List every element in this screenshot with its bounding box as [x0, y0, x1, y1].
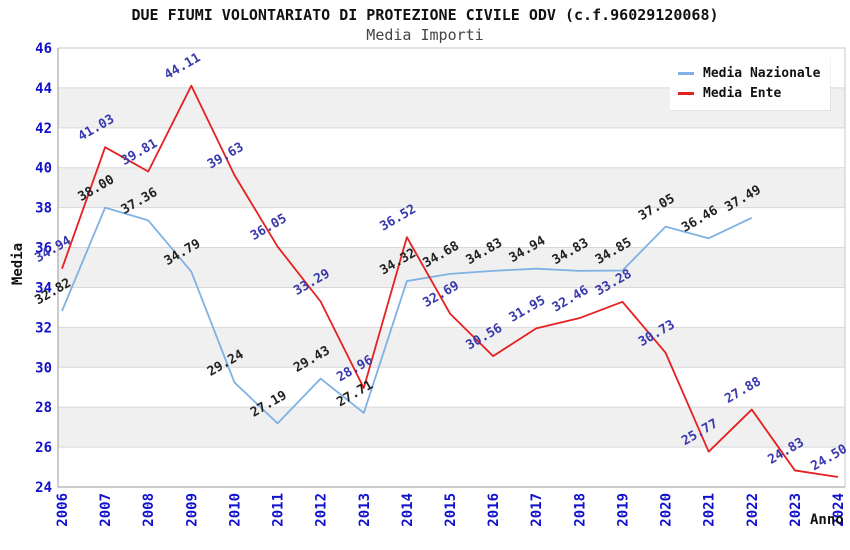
x-tick-label: 2015: [443, 493, 459, 527]
y-axis-title: Media: [10, 242, 26, 286]
x-tick-label: 2014: [400, 493, 416, 527]
x-tick-label: 2006: [55, 493, 71, 527]
legend-label-media-ente: Media Ente: [703, 85, 782, 101]
y-tick-label: 30: [35, 360, 52, 376]
x-tick-label: 2023: [788, 493, 804, 527]
plot-band: [58, 327, 845, 368]
x-tick-label: 2012: [314, 493, 330, 527]
x-tick-label: 2019: [615, 493, 631, 527]
y-tick-label: 26: [35, 440, 52, 456]
x-tick-label: 2007: [98, 493, 114, 527]
point-label: 36.05: [248, 211, 289, 244]
series-line-media-ente: [61, 84, 839, 478]
x-tick-label: 2024: [831, 493, 847, 527]
x-axis-title: Anno: [810, 512, 844, 528]
x-tick-label: 2022: [745, 493, 761, 527]
y-tick-label: 46: [35, 41, 52, 57]
x-tick-label: 2017: [529, 493, 545, 527]
legend: Media Nazionale Media Ente: [670, 56, 831, 110]
x-tick-label: 2013: [357, 493, 373, 527]
y-tick-label: 40: [35, 161, 52, 177]
point-label: 27.88: [722, 374, 764, 407]
legend-item-media-nazionale: Media Nazionale: [678, 63, 820, 83]
point-label: 39.81: [119, 136, 161, 169]
plot-band: [58, 247, 845, 288]
x-tick-label: 2016: [486, 493, 502, 527]
x-tick-label: 2020: [659, 493, 675, 527]
legend-item-media-ente: Media Ente: [678, 83, 820, 103]
y-tick-label: 28: [35, 400, 52, 416]
x-tick-label: 2021: [702, 493, 718, 527]
y-tick-label: 32: [35, 320, 52, 336]
x-tick-label: 2009: [184, 493, 200, 527]
legend-label-media-nazionale: Media Nazionale: [703, 65, 821, 81]
y-tick-label: 38: [35, 201, 52, 217]
x-tick-label: 2008: [141, 493, 157, 527]
x-tick-label: 2010: [227, 493, 243, 527]
y-tick-label: 44: [35, 81, 52, 97]
y-tick-label: 34: [35, 280, 52, 296]
y-tick-label: 24: [35, 480, 52, 496]
series-line-media-nazionale: [61, 206, 753, 425]
point-label: 31.95: [507, 293, 548, 326]
chart-title: DUE FIUMI VOLONTARIATO DI PROTEZIONE CIV…: [131, 6, 719, 24]
point-label: 44.11: [162, 50, 204, 83]
plot-band: [58, 167, 845, 208]
legend-swatch-media-nazionale-icon: [678, 71, 694, 75]
chart-subtitle: Media Importi: [366, 26, 484, 44]
x-tick-label: 2011: [271, 493, 287, 527]
x-tick-label: 2018: [572, 493, 588, 527]
y-tick-label: 42: [35, 121, 52, 137]
plot-band: [58, 407, 845, 448]
legend-swatch-media-ente-icon: [678, 91, 694, 95]
y-tick-label: 36: [35, 241, 52, 257]
